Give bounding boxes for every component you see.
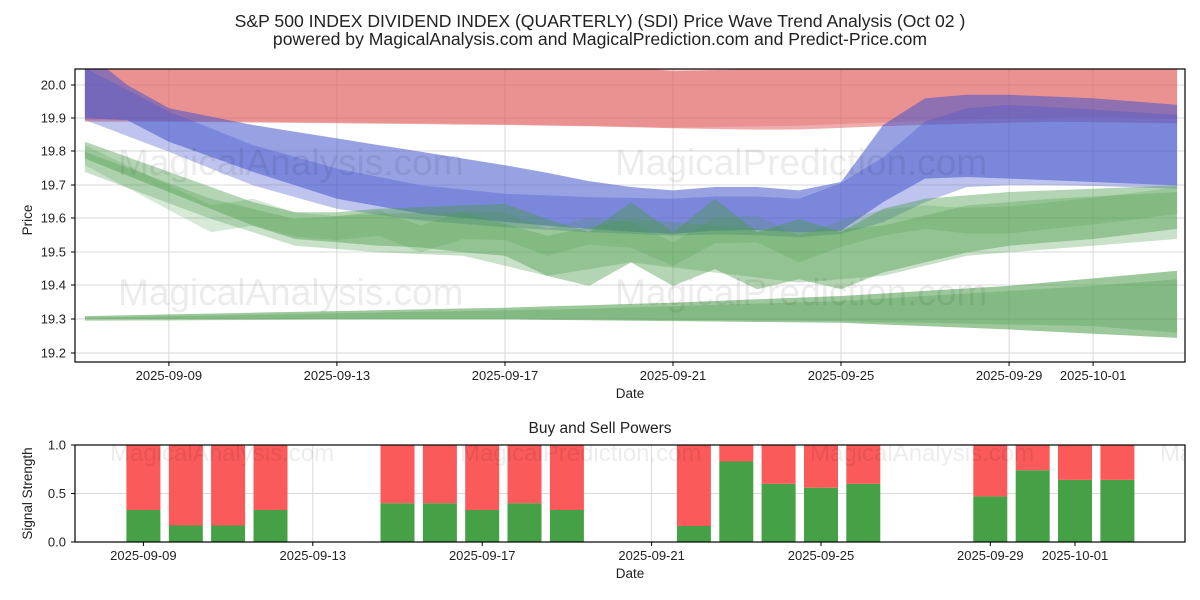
svg-text:2025-09-21: 2025-09-21 (618, 548, 685, 563)
svg-text:2025-09-25: 2025-09-25 (808, 368, 875, 383)
svg-text:19.8: 19.8 (41, 144, 66, 159)
svg-text:MagicalPrediction.com: MagicalPrediction.com (615, 272, 987, 313)
svg-text:2025-09-29: 2025-09-29 (957, 548, 1024, 563)
svg-text:Buy and Sell Powers: Buy and Sell Powers (528, 420, 671, 437)
svg-text:20.0: 20.0 (41, 78, 66, 93)
svg-text:19.3: 19.3 (41, 312, 66, 327)
svg-text:Date: Date (616, 386, 645, 401)
svg-text:19.2: 19.2 (41, 346, 66, 361)
svg-text:MagicalAnalysis.com: MagicalAnalysis.com (810, 440, 1034, 467)
svg-text:MagicalPrediction.com: MagicalPrediction.com (615, 142, 987, 183)
svg-text:2025-09-13: 2025-09-13 (280, 548, 347, 563)
svg-text:MagicalAnalysis.com: MagicalAnalysis.com (118, 142, 463, 183)
svg-text:2025-09-09: 2025-09-09 (136, 368, 203, 383)
svg-text:19.6: 19.6 (41, 211, 66, 226)
svg-text:2025-09-21: 2025-09-21 (640, 368, 707, 383)
svg-text:0.5: 0.5 (48, 486, 66, 501)
svg-text:Signal Strength: Signal Strength (20, 447, 35, 539)
svg-text:2025-09-29: 2025-09-29 (976, 368, 1043, 383)
svg-text:19.4: 19.4 (41, 278, 66, 293)
svg-text:MagicalPrediction.com: MagicalPrediction.com (460, 440, 701, 467)
svg-text:2025-09-09: 2025-09-09 (110, 548, 177, 563)
svg-text:2025-09-17: 2025-09-17 (449, 548, 516, 563)
svg-text:2025-09-13: 2025-09-13 (304, 368, 371, 383)
svg-text:19.5: 19.5 (41, 245, 66, 260)
svg-text:MagicalAnalysis.com: MagicalAnalysis.com (110, 440, 334, 467)
svg-text:Date: Date (616, 566, 645, 581)
svg-text:19.9: 19.9 (41, 111, 66, 126)
svg-text:1.0: 1.0 (48, 438, 66, 453)
svg-text:MagicalAnalysis.com: MagicalAnalysis.com (118, 272, 463, 313)
svg-text:2025-09-17: 2025-09-17 (472, 368, 539, 383)
svg-text:2025-10-01: 2025-10-01 (1060, 368, 1127, 383)
svg-text:MagicalPrediction.com: MagicalPrediction.com (1160, 440, 1200, 467)
svg-text:19.7: 19.7 (41, 178, 66, 193)
svg-text:0.0: 0.0 (48, 535, 66, 550)
svg-text:2025-09-25: 2025-09-25 (788, 548, 855, 563)
svg-text:Price: Price (20, 205, 35, 236)
svg-text:2025-10-01: 2025-10-01 (1042, 548, 1109, 563)
